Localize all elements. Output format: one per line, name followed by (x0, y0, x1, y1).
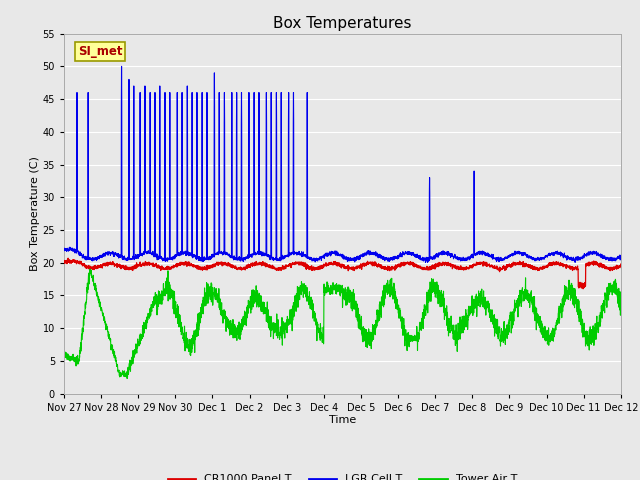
Y-axis label: Box Temperature (C): Box Temperature (C) (29, 156, 40, 271)
Title: Box Temperatures: Box Temperatures (273, 16, 412, 31)
Text: SI_met: SI_met (78, 45, 122, 58)
Legend: CR1000 Panel T, LGR Cell T, Tower Air T: CR1000 Panel T, LGR Cell T, Tower Air T (163, 470, 522, 480)
X-axis label: Time: Time (329, 415, 356, 425)
